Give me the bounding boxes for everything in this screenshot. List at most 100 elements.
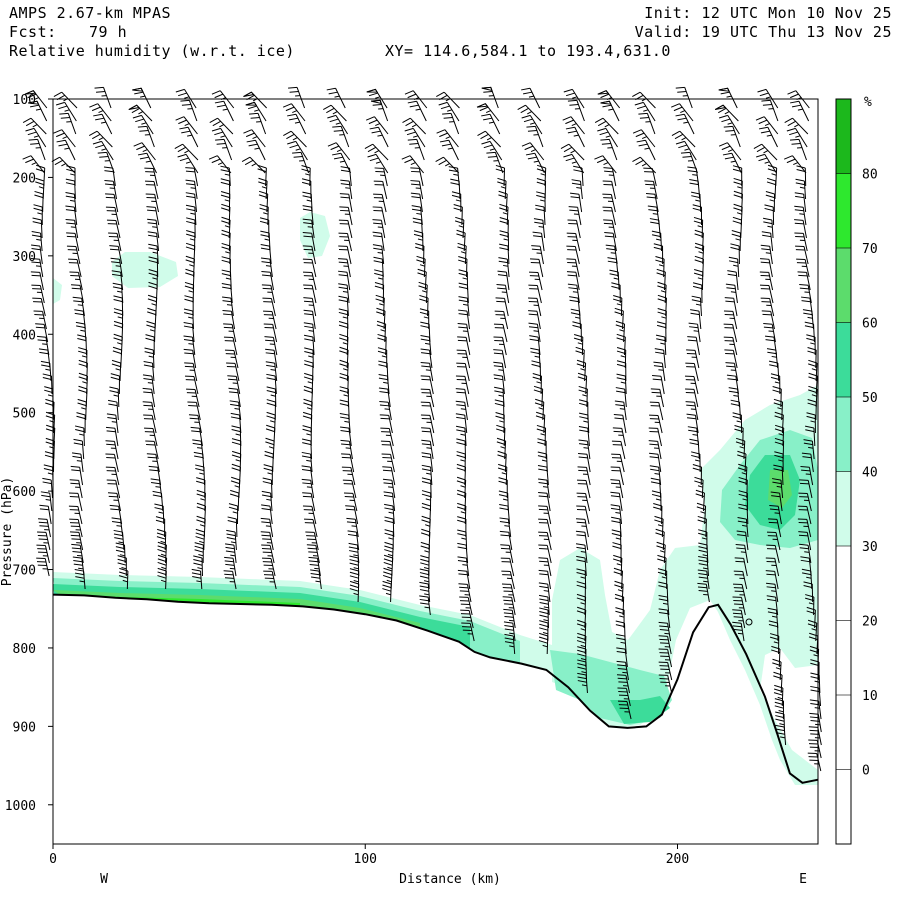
barb-feather [226,304,233,306]
barb-feather [498,194,508,199]
barb-shaft [620,441,626,460]
wind-barb [695,489,705,512]
barb-feather [31,261,41,264]
barb-feather [458,583,468,585]
wind-barb [521,142,545,161]
barb-shaft [418,181,424,200]
barb-feather [302,205,312,208]
barb-feather [521,114,531,119]
barb-feather [760,261,770,264]
barb-feather [423,566,430,570]
barb-shaft [96,130,113,148]
barb-shaft [585,675,588,694]
barb-shaft [117,246,123,265]
wind-barb [308,556,321,577]
barb-shaft [663,544,666,564]
barb-feather [142,401,152,403]
wind-barb [456,349,471,369]
wind-barb [497,270,510,291]
wind-barb [220,165,231,187]
barb-shaft [510,584,516,603]
barb-feather [339,372,349,377]
barb-feather [109,504,119,507]
wind-barb [736,530,749,551]
barb-feather [611,516,621,520]
barb-shaft [807,545,812,564]
barb-feather [247,105,257,110]
barb-feather [687,339,697,342]
barb-feather [308,551,318,553]
barb-feather [121,567,127,570]
barb-shaft [265,167,267,187]
barb-feather [498,260,508,264]
wind-barb [454,216,465,239]
wind-barb [68,505,83,525]
barb-feather [301,168,311,173]
barb-feather [571,161,577,164]
barb-feather [139,156,149,160]
barb-feather [455,413,465,416]
y-tick-label: 200 [13,171,36,186]
barb-feather [301,451,311,455]
wind-barb [372,244,385,265]
wind-barb [759,284,774,304]
barb-feather [571,179,581,182]
barb-shaft [429,363,434,382]
wind-barb [110,257,123,278]
barb-shaft [85,401,87,421]
wind-barb [132,114,154,135]
barb-feather [457,542,467,546]
barb-feather [481,113,491,117]
wind-barb [221,216,231,239]
barb-feather [64,147,70,150]
wind-barb [226,529,237,551]
wind-barb [372,206,386,226]
wind-barb [261,504,273,525]
barb-shaft [116,402,119,421]
barb-feather [110,508,120,511]
barb-feather [459,590,469,592]
barb-feather [538,594,549,598]
wind-barb [68,258,82,278]
barb-feather [658,621,668,624]
wind-barb [257,164,267,187]
barb-shaft [295,141,308,161]
barb-shaft [694,350,700,369]
wind-barb [418,281,428,304]
barb-shaft [312,324,316,343]
barb-feather [418,285,428,290]
wind-barb [283,130,307,148]
wind-barb [341,466,356,486]
barb-shaft [466,284,469,304]
barb-feather [267,472,273,475]
barb-feather [372,219,382,221]
barb-shaft [230,311,236,330]
barb-feather [143,364,153,368]
barb-shaft [141,142,156,161]
barb-feather [576,359,586,364]
barb-shaft [740,623,745,642]
wind-barb [538,531,552,551]
barb-shaft [112,181,118,200]
barb-feather [616,650,626,654]
wind-barb [187,401,201,421]
barb-feather [308,330,314,332]
barb-shaft [586,467,591,486]
barb-feather [539,598,549,602]
barb-feather [231,454,241,459]
rh-surface-band-60 [53,590,420,629]
wind-barb [768,518,782,538]
wind-barb [372,231,385,252]
barb-feather [738,490,748,494]
barb-feather [190,212,196,215]
barb-feather [692,174,698,176]
barb-shaft [727,115,740,135]
barb-shaft [574,259,580,278]
barb-feather [499,503,509,507]
barb-feather [455,425,466,429]
wind-barb [339,346,349,369]
barb-shaft [512,623,516,642]
wind-barb [616,373,627,395]
barb-feather [737,534,747,537]
